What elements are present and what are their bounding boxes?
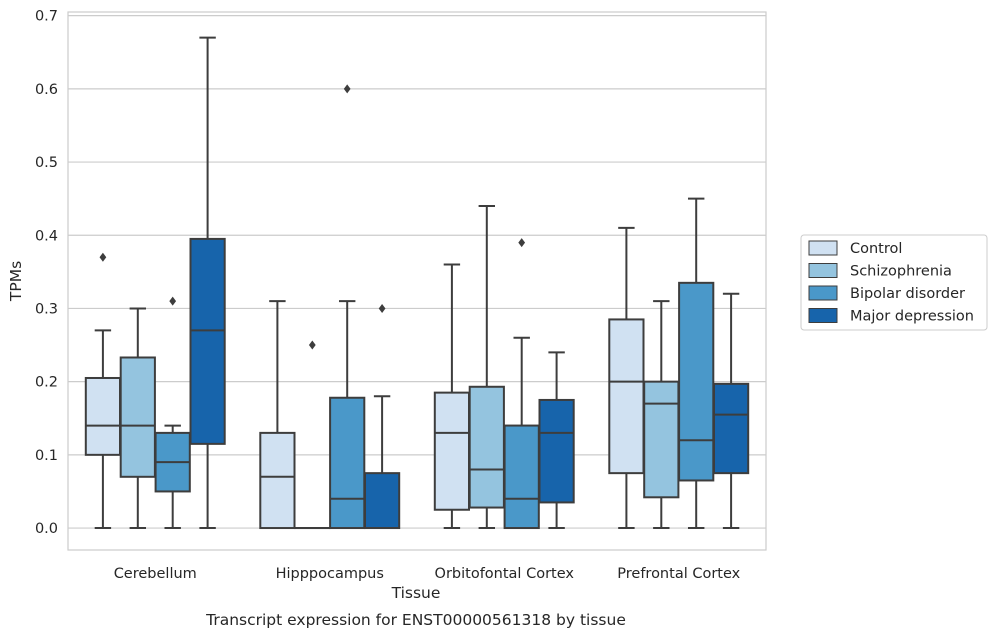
x-axis-label: Tissue	[391, 584, 441, 602]
x-tick-labels: Cerebellum Hipppocampus Orbitofontal Corte…	[114, 566, 741, 582]
x-tick-label: Hipppocampus	[276, 566, 384, 582]
y-tick-label: 0.5	[35, 155, 58, 171]
box-body	[643, 380, 680, 499]
x-tick-label: Prefrontal Cortex	[617, 566, 740, 582]
outlier-point	[308, 340, 316, 350]
box-body	[608, 318, 645, 475]
legend-label: Bipolar disorder	[850, 286, 965, 302]
box-0-2	[433, 263, 471, 530]
box-1-3	[643, 300, 680, 530]
box-body	[189, 237, 226, 445]
box-body	[503, 424, 540, 530]
legend: Control Schizophrenia Bipolar disorder Majo…	[800, 234, 988, 331]
y-tick-labels: 0.0 0.1 0.2 0.3 0.4 0.5 0.6 0.7	[35, 9, 58, 537]
legend-frame	[800, 234, 988, 331]
box-body	[538, 398, 575, 504]
plot-frame	[67, 11, 767, 551]
x-tick-label: Orbitofontal Cortex	[435, 566, 575, 582]
box-2-0	[154, 296, 191, 530]
box-body	[712, 382, 750, 475]
box-1-1	[294, 340, 331, 530]
outlier-point	[343, 84, 351, 94]
box-body	[678, 281, 715, 482]
box-body	[84, 376, 122, 456]
y-axis-label: TPMs	[7, 261, 25, 302]
box-body	[119, 356, 156, 478]
box-2-1	[329, 84, 366, 530]
outlier-point	[169, 296, 177, 306]
box-1-2	[468, 204, 505, 530]
legend-label: Schizophrenia	[850, 264, 952, 280]
boxes-layer	[84, 36, 750, 530]
legend-swatch	[808, 240, 838, 256]
box-2-3	[678, 197, 715, 530]
legend-swatch	[808, 308, 838, 323]
box-3-2	[538, 351, 575, 530]
x-tick-label: Cerebellum	[114, 566, 197, 582]
box-0-1	[259, 300, 296, 530]
box-0-3	[608, 226, 645, 530]
box-body	[468, 385, 505, 509]
y-tick-label: 0.0	[35, 521, 58, 537]
box-body	[329, 396, 366, 530]
y-tick-label: 0.2	[35, 375, 58, 391]
box-2-2	[503, 238, 540, 530]
legend-swatch	[808, 285, 838, 301]
box-3-3	[712, 292, 750, 530]
y-tick-label: 0.6	[35, 82, 58, 98]
legend-swatch	[808, 263, 838, 278]
y-tick-label: 0.4	[35, 228, 58, 244]
legend-label: Major depression	[850, 309, 974, 325]
y-tick-label: 0.1	[35, 448, 58, 464]
box-body	[363, 472, 401, 530]
y-tick-label: 0.3	[35, 301, 58, 317]
outlier-point	[99, 252, 107, 262]
y-tick-label: 0.7	[35, 9, 58, 25]
legend-label: Control	[850, 241, 902, 257]
outlier-point	[518, 238, 526, 248]
box-0-0	[84, 252, 122, 530]
box-1-0	[119, 307, 156, 530]
chart-caption: Transcript expression for ENST0000056131…	[205, 611, 626, 629]
box-body	[433, 391, 471, 511]
outlier-point	[378, 303, 386, 313]
box-3-1	[363, 303, 401, 530]
box-body	[259, 431, 296, 530]
box-3-0	[189, 36, 226, 530]
